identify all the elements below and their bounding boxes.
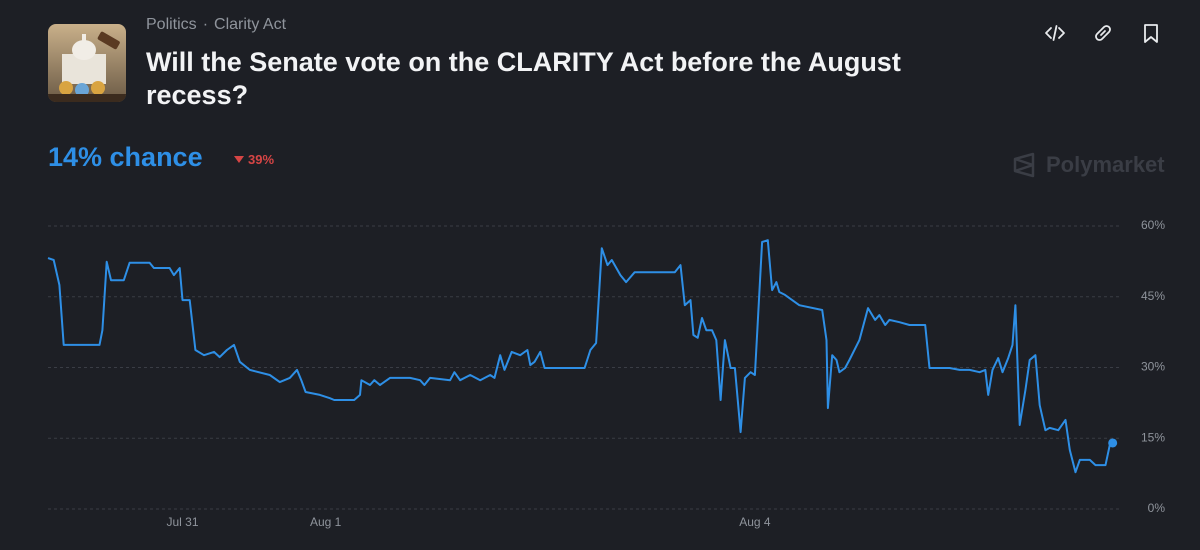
change-value: 39%: [248, 152, 275, 167]
separator: ·: [202, 16, 209, 33]
brand: Polymarket: [1012, 152, 1165, 178]
y-tick-label: 60%: [1141, 218, 1165, 232]
y-tick-label: 15%: [1141, 430, 1165, 444]
market-title: Will the Senate vote on the CLARITY Act …: [146, 47, 901, 110]
brand-logo: [1013, 152, 1035, 178]
thumbnail-art: [48, 24, 126, 102]
brand-name: Polymarket: [1046, 152, 1165, 177]
breadcrumbs: Politics · Clarity Act: [146, 16, 292, 34]
embed-button[interactable]: [1044, 22, 1066, 44]
category-link[interactable]: Politics: [146, 16, 197, 33]
chance: 14% chance: [48, 142, 203, 172]
copy-link-button[interactable]: [1092, 22, 1114, 44]
tag-link[interactable]: Clarity Act: [214, 16, 287, 33]
market-image: [48, 24, 126, 102]
price-line: [47, 239, 1114, 474]
y-tick-label: 30%: [1141, 360, 1165, 374]
x-tick-label: Aug 4: [739, 515, 771, 529]
current-point: [1108, 438, 1118, 448]
down-arrow: [234, 156, 244, 163]
y-tick-label: 0%: [1148, 501, 1166, 515]
change: 39%: [234, 152, 274, 167]
bookmark-button[interactable]: [1140, 22, 1162, 44]
y-tick-label: 45%: [1141, 289, 1165, 303]
x-tick-label: Aug 1: [310, 515, 342, 529]
x-tick-label: Jul 31: [167, 515, 199, 529]
toolbar: [1044, 22, 1162, 44]
